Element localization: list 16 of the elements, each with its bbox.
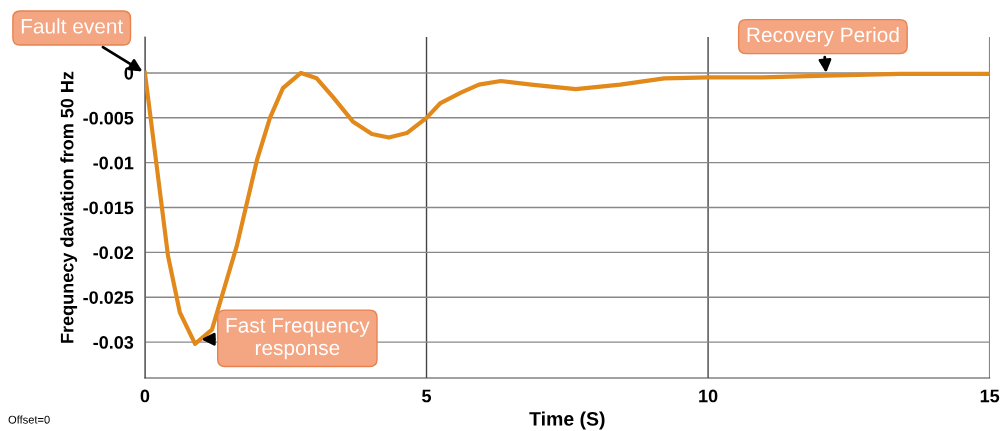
y-tick-label: -0.02 [93,246,134,260]
annotation: Fault event [21,18,124,34]
y-tick-label: -0.005 [83,111,134,125]
x-tick-label: 10 [699,389,718,403]
y-tick-label: -0.025 [83,291,134,304]
x-axis-title: Time (S) [529,411,605,430]
y-axis-title: Frequnecy daviation from 50 Hz [60,71,78,343]
y-tick-label: -0.03 [93,336,134,349]
text: Offset=0 [8,415,50,424]
annotation: Fast Frequency response [226,318,370,360]
y-tick-label: -0.015 [83,201,134,215]
annotation: Recovery Period [747,26,899,47]
x-tick-label: 5 [422,389,432,403]
y-tick-label: -0.01 [93,156,134,170]
x-tick-label: 0 [140,389,150,403]
x-tick-label: 15 [980,389,1000,403]
